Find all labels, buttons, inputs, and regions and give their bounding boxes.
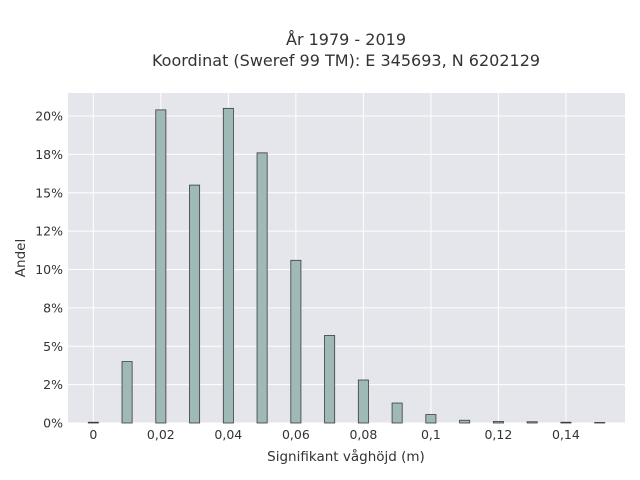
x-tick-label: 0,06 — [282, 427, 310, 442]
y-tick-label: 0% — [43, 416, 63, 431]
histogram-bar — [391, 402, 403, 424]
histogram-bar — [526, 421, 538, 424]
chart-title-line-1: År 1979 - 2019 — [286, 30, 406, 49]
tick-labels: 0% 2% 5% 8% 10% 12% 15% 18% 20% 0 0,02 0,04 0,06 0,08… — [35, 109, 580, 442]
histogram-bar — [222, 107, 234, 424]
x-tick-label: 0,14 — [552, 427, 580, 442]
y-tick-label: 12% — [35, 224, 63, 239]
y-tick-label: 8% — [43, 300, 63, 315]
y-tick-label: 15% — [35, 185, 63, 200]
histogram-bar — [492, 421, 504, 424]
histogram-bar — [121, 361, 133, 424]
histogram-bar — [594, 422, 606, 424]
histogram-bar — [459, 419, 471, 424]
x-tick-label: 0 — [89, 427, 97, 442]
histogram-bar — [357, 379, 369, 424]
histogram-bar — [189, 184, 201, 424]
x-tick-label: 0,08 — [349, 427, 377, 442]
plot-area — [68, 93, 625, 423]
histogram-bar — [324, 335, 336, 424]
x-tick-label: 0,12 — [484, 427, 512, 442]
histogram-bar — [87, 421, 99, 424]
x-tick-label: 0,02 — [147, 427, 175, 442]
y-tick-label: 10% — [35, 262, 63, 277]
bars — [87, 107, 606, 424]
y-tick-label: 18% — [35, 147, 63, 162]
histogram-bar — [425, 414, 437, 424]
y-tick-label: 5% — [43, 339, 63, 354]
histogram-bar — [560, 421, 572, 424]
y-tick-label: 2% — [43, 377, 63, 392]
histogram-bar — [155, 109, 167, 424]
histogram-bar — [256, 152, 268, 424]
x-tick-label: 0,1 — [421, 427, 441, 442]
x-axis-label: Signifikant våghöjd (m) — [267, 448, 425, 465]
chart-title-line-2: Koordinat (Sweref 99 TM): E 345693, N 62… — [152, 51, 540, 70]
y-tick-label: 20% — [35, 109, 63, 124]
y-axis-label: Andel — [13, 239, 29, 277]
x-tick-label: 0,04 — [214, 427, 242, 442]
histogram-bar — [290, 259, 302, 424]
